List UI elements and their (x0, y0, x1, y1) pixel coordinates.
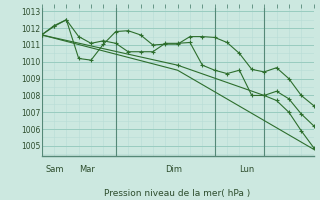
Text: Mar: Mar (79, 165, 95, 174)
Text: Lun: Lun (239, 165, 255, 174)
Text: Sam: Sam (46, 165, 64, 174)
Text: Pression niveau de la mer( hPa ): Pression niveau de la mer( hPa ) (104, 189, 251, 198)
Text: Dim: Dim (165, 165, 182, 174)
